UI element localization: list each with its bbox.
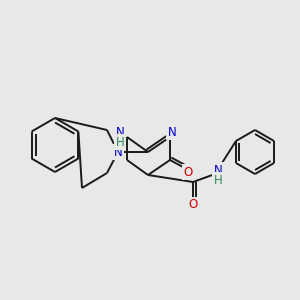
Text: H: H [214, 173, 222, 187]
Text: O: O [188, 199, 198, 212]
Text: N: N [116, 125, 124, 139]
Text: N: N [114, 146, 122, 158]
Text: N: N [168, 125, 176, 139]
Text: H: H [116, 136, 124, 148]
Text: N: N [214, 164, 222, 176]
Text: O: O [183, 166, 193, 178]
